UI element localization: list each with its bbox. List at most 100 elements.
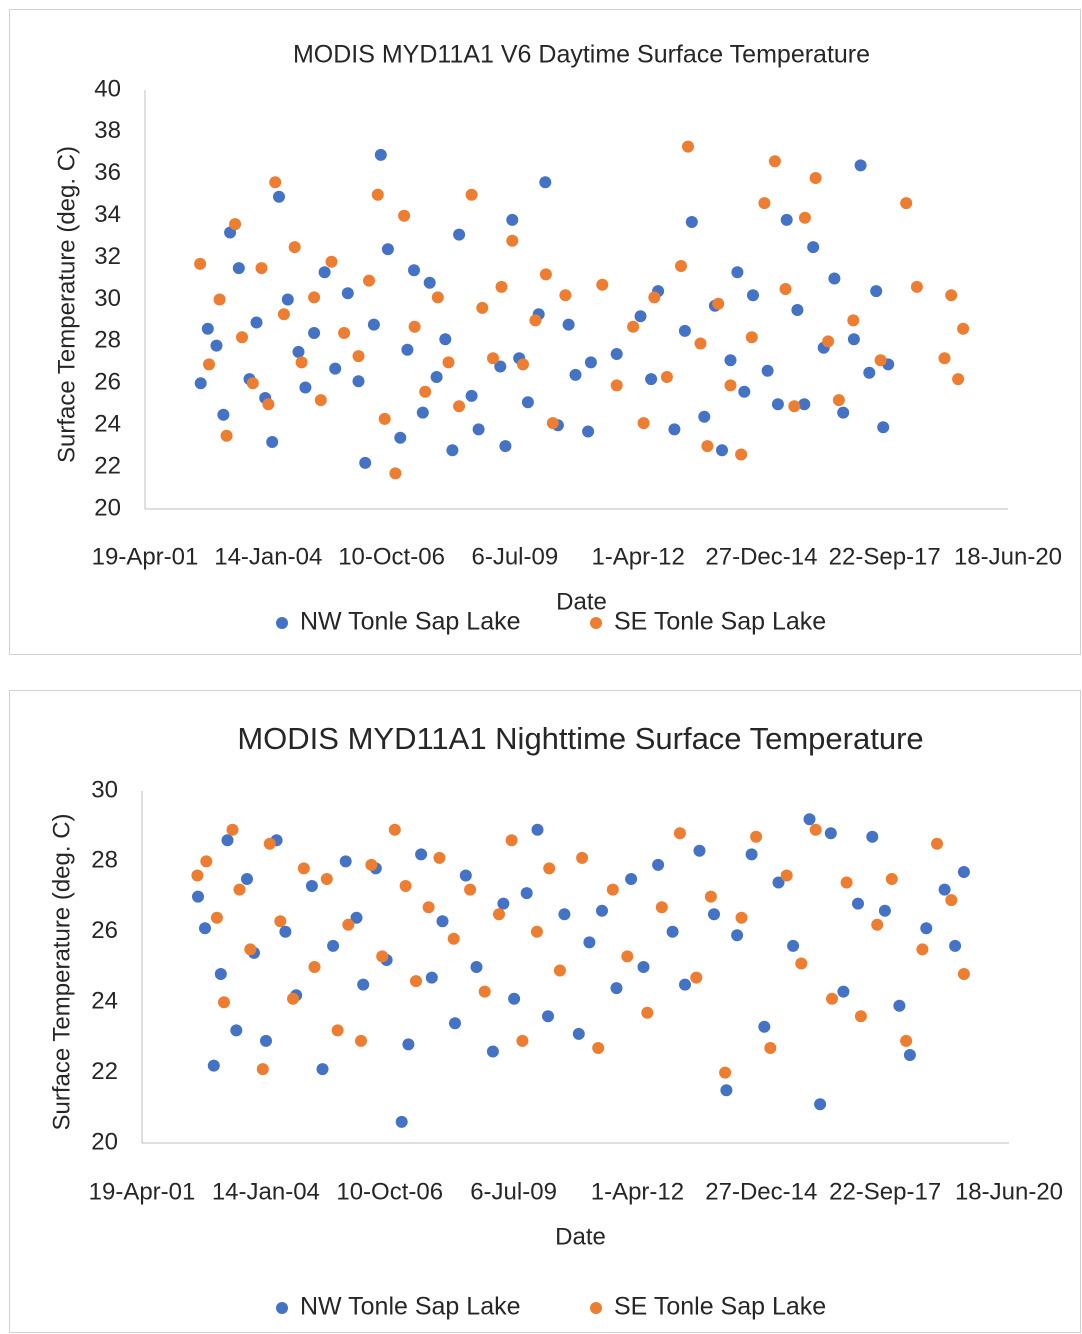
data-point <box>299 381 312 394</box>
data-point <box>399 880 412 892</box>
data-point <box>824 827 837 840</box>
data-point <box>542 1010 554 1023</box>
night-y-tick-label: 20 <box>91 1128 118 1155</box>
data-point <box>809 172 822 184</box>
data-point <box>704 890 717 903</box>
data-point <box>371 188 384 201</box>
data-point <box>263 837 276 850</box>
data-point <box>832 394 845 407</box>
data-point <box>791 304 804 316</box>
data-point <box>398 209 411 222</box>
data-point <box>201 322 214 335</box>
data-point <box>318 266 331 279</box>
data-point <box>787 939 800 952</box>
night-x-tick-label: 10-Oct-06 <box>336 1178 443 1205</box>
day-y-tick-label: 22 <box>94 452 121 479</box>
day-legend-marker <box>276 617 288 629</box>
data-point <box>641 1006 654 1019</box>
data-point <box>788 400 801 413</box>
data-point <box>724 379 737 392</box>
data-point <box>803 813 816 826</box>
data-point <box>916 943 929 956</box>
night-legend-label: NW Tonle Sap Lake <box>300 1293 521 1321</box>
data-point <box>690 971 703 984</box>
day-x-tick-label: 18-Jun-20 <box>954 543 1062 570</box>
data-point <box>652 858 665 871</box>
data-point <box>447 932 460 945</box>
data-point <box>305 880 318 892</box>
data-point <box>738 385 751 398</box>
data-point <box>847 333 860 346</box>
data-point <box>465 389 478 402</box>
data-point <box>439 333 452 346</box>
data-point <box>314 394 327 407</box>
data-point <box>262 398 275 411</box>
data-point <box>885 873 898 885</box>
data-point <box>331 1024 344 1037</box>
data-point <box>569 368 582 381</box>
data-point <box>220 429 233 442</box>
data-point <box>679 978 691 991</box>
data-point <box>610 982 623 995</box>
data-point <box>233 883 246 896</box>
data-point <box>572 1027 585 1040</box>
daytime-chart-svg: MODIS MYD11A1 V6 Daytime Surface Tempera… <box>53 41 1062 636</box>
data-point <box>516 1034 529 1047</box>
day-x-axis-label: Date <box>556 588 607 615</box>
data-point <box>308 291 321 304</box>
data-point <box>472 423 485 436</box>
data-point <box>423 276 436 289</box>
data-point <box>720 1084 733 1097</box>
data-point <box>724 354 737 367</box>
night-y-tick-label: 24 <box>91 988 118 1015</box>
data-point <box>795 957 808 970</box>
data-point <box>798 398 811 411</box>
data-point <box>352 350 365 363</box>
data-point <box>325 255 338 268</box>
data-point <box>584 356 597 369</box>
data-point <box>719 1066 732 1079</box>
data-point <box>244 943 257 956</box>
data-point <box>256 1063 269 1076</box>
data-point <box>678 324 691 337</box>
data-point <box>900 1034 913 1047</box>
night-chart-title: MODIS MYD11A1 Nighttime Surface Temperat… <box>237 721 923 756</box>
data-point <box>210 339 223 352</box>
data-point <box>214 968 227 980</box>
data-point <box>634 310 647 323</box>
data-point <box>408 264 420 277</box>
data-point <box>499 440 512 453</box>
data-point <box>478 985 491 998</box>
data-point <box>931 837 943 850</box>
data-point <box>539 176 552 189</box>
data-point <box>442 356 455 369</box>
night-y-tick-label: 28 <box>91 847 118 874</box>
data-point <box>852 897 864 910</box>
data-point <box>900 197 913 210</box>
data-point <box>610 379 623 392</box>
data-point <box>814 1098 827 1111</box>
data-point <box>583 936 596 949</box>
night-x-tick-label: 18-Jun-20 <box>955 1178 1063 1205</box>
data-point <box>685 216 698 228</box>
data-point <box>357 978 370 991</box>
data-point <box>546 417 559 430</box>
data-point <box>359 456 372 469</box>
day-y-tick-label: 40 <box>94 75 121 102</box>
data-point <box>863 366 876 379</box>
night-y-tick-label: 26 <box>91 917 118 944</box>
data-point <box>493 908 505 921</box>
data-point <box>320 873 333 885</box>
data-point <box>295 356 308 369</box>
data-point <box>772 876 785 889</box>
data-point <box>506 213 519 226</box>
data-point <box>506 234 519 247</box>
data-point <box>453 400 466 413</box>
data-point <box>761 364 774 377</box>
data-point <box>436 915 449 928</box>
night-y-axis-label: Surface Temperature (deg. C) <box>48 813 75 1130</box>
data-point <box>277 308 290 321</box>
data-point <box>660 371 673 383</box>
data-point <box>316 1063 329 1076</box>
day-y-tick-label: 24 <box>94 411 121 438</box>
